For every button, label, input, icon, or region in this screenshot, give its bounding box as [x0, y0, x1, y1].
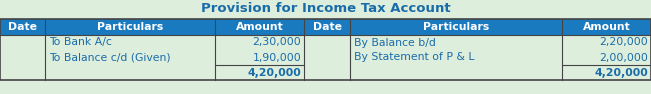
Text: 2,30,000: 2,30,000 [253, 38, 301, 47]
Text: Provision for Income Tax Account: Provision for Income Tax Account [201, 3, 450, 16]
Text: 1,90,000: 1,90,000 [253, 53, 301, 63]
Bar [562, 50, 651, 65]
Bar [562, 19, 651, 35]
Bar [350, 19, 562, 35]
Text: 2,00,000: 2,00,000 [599, 53, 648, 63]
Text: Particulars: Particulars [422, 22, 489, 32]
Bar [562, 65, 651, 80]
Text: Amount: Amount [236, 22, 284, 32]
Text: By Statement of P & L: By Statement of P & L [353, 53, 475, 63]
Bar [0, 50, 46, 65]
Text: Amount: Amount [583, 22, 630, 32]
Bar [215, 50, 304, 65]
Text: To Balance c/d (Given): To Balance c/d (Given) [49, 53, 171, 63]
Bar [46, 35, 215, 50]
Bar [562, 35, 651, 50]
Text: 2,20,000: 2,20,000 [600, 38, 648, 47]
Text: By Balance b/d: By Balance b/d [353, 38, 436, 47]
Bar [0, 19, 651, 80]
Bar [46, 50, 215, 65]
Bar [215, 19, 304, 35]
Text: Particulars: Particulars [97, 22, 163, 32]
Text: To Bank A/c: To Bank A/c [49, 38, 113, 47]
Bar [0, 35, 46, 50]
Bar [0, 65, 46, 80]
Text: Date: Date [312, 22, 342, 32]
Bar [215, 35, 304, 50]
Bar [46, 19, 215, 35]
Bar [304, 19, 350, 35]
Bar [350, 50, 562, 65]
Text: 4,20,000: 4,20,000 [247, 67, 301, 77]
Bar [304, 65, 350, 80]
Text: 4,20,000: 4,20,000 [594, 67, 648, 77]
Bar [304, 50, 350, 65]
Bar [215, 65, 304, 80]
Bar [46, 65, 215, 80]
Bar [0, 19, 46, 35]
Text: Date: Date [8, 22, 37, 32]
Bar [350, 65, 562, 80]
Bar [350, 35, 562, 50]
Bar [304, 35, 350, 50]
